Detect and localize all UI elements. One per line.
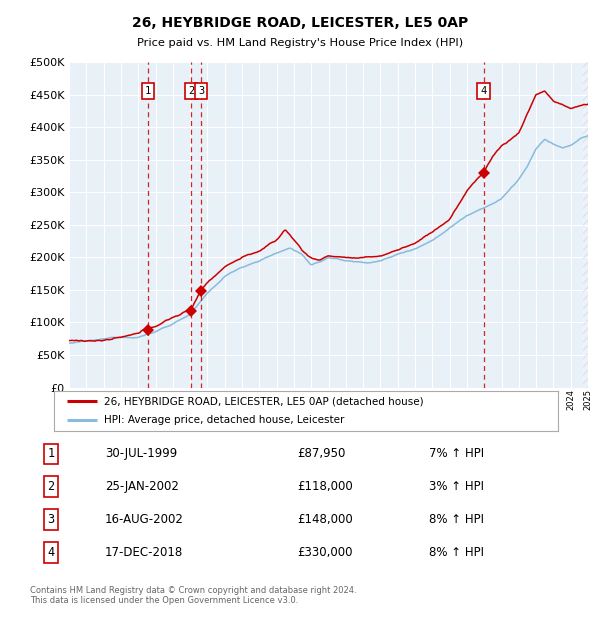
Text: HPI: Average price, detached house, Leicester: HPI: Average price, detached house, Leic… bbox=[104, 415, 345, 425]
Text: 8% ↑ HPI: 8% ↑ HPI bbox=[429, 546, 484, 559]
Text: £330,000: £330,000 bbox=[297, 546, 353, 559]
Text: 3% ↑ HPI: 3% ↑ HPI bbox=[429, 480, 484, 493]
Bar bbox=[583, 62, 588, 388]
Text: Contains HM Land Registry data © Crown copyright and database right 2024.
This d: Contains HM Land Registry data © Crown c… bbox=[30, 586, 356, 605]
Text: Price paid vs. HM Land Registry's House Price Index (HPI): Price paid vs. HM Land Registry's House … bbox=[137, 38, 463, 48]
Text: 26, HEYBRIDGE ROAD, LEICESTER, LE5 0AP (detached house): 26, HEYBRIDGE ROAD, LEICESTER, LE5 0AP (… bbox=[104, 396, 424, 407]
Text: 26, HEYBRIDGE ROAD, LEICESTER, LE5 0AP: 26, HEYBRIDGE ROAD, LEICESTER, LE5 0AP bbox=[132, 16, 468, 30]
Text: 4: 4 bbox=[481, 86, 487, 95]
Text: 30-JUL-1999: 30-JUL-1999 bbox=[105, 448, 177, 460]
Text: 17-DEC-2018: 17-DEC-2018 bbox=[105, 546, 183, 559]
Text: 2: 2 bbox=[47, 480, 55, 493]
Text: 16-AUG-2002: 16-AUG-2002 bbox=[105, 513, 184, 526]
Text: 4: 4 bbox=[47, 546, 55, 559]
Text: 1: 1 bbox=[145, 86, 151, 95]
Text: 25-JAN-2002: 25-JAN-2002 bbox=[105, 480, 179, 493]
Text: 2: 2 bbox=[188, 86, 194, 95]
Text: 3: 3 bbox=[47, 513, 55, 526]
Text: 1: 1 bbox=[47, 448, 55, 460]
Text: 7% ↑ HPI: 7% ↑ HPI bbox=[429, 448, 484, 460]
Text: £118,000: £118,000 bbox=[297, 480, 353, 493]
Text: 3: 3 bbox=[198, 86, 204, 95]
Text: 8% ↑ HPI: 8% ↑ HPI bbox=[429, 513, 484, 526]
Text: £87,950: £87,950 bbox=[297, 448, 346, 460]
Text: £148,000: £148,000 bbox=[297, 513, 353, 526]
